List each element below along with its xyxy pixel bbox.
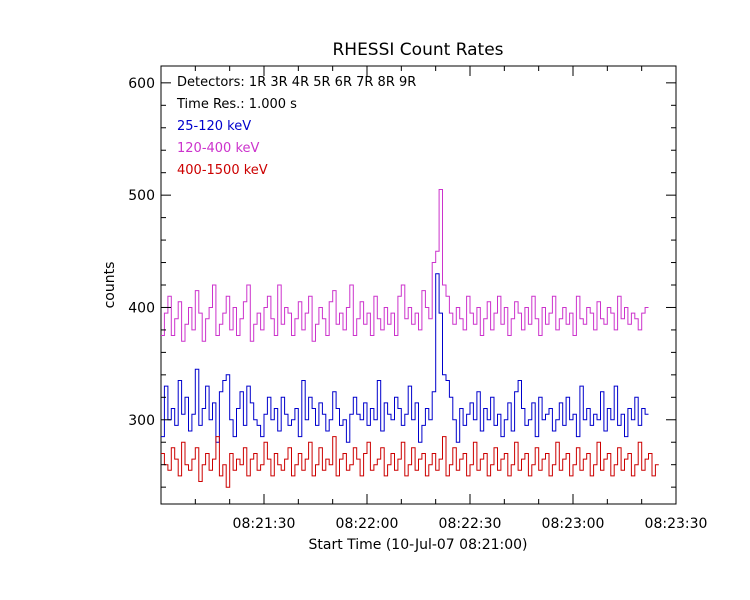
series-line-2 (161, 436, 659, 488)
x-tick-label: 08:23:30 (645, 516, 708, 532)
series-line-1 (161, 189, 649, 342)
x-tick-label: 08:21:30 (233, 516, 296, 532)
x-axis-label: Start Time (10-Jul-07 08:21:00) (308, 537, 527, 553)
x-tick-label: 08:23:00 (542, 516, 605, 532)
legend-entry-400-1500: 400-1500 keV (177, 163, 268, 178)
annotation-time-res: Time Res.: 1.000 s (176, 97, 297, 112)
y-tick-label: 300 (128, 413, 155, 429)
x-axis: 08:21:30 08:22:00 08:22:30 08:23:00 08:23:30 (194, 66, 708, 532)
x-tick-label: 08:22:30 (439, 516, 502, 532)
y-axis: 300 400 500 600 (128, 76, 676, 488)
x-tick-label: 08:22:00 (336, 516, 399, 532)
y-tick-label: 400 (128, 300, 155, 316)
y-axis-label: counts (102, 262, 118, 309)
annotation-detectors: Detectors: 1R 3R 4R 5R 6R 7R 8R 9R (177, 75, 416, 90)
legend-entry-120-400: 120-400 keV (177, 141, 260, 156)
chart-title: RHESSI Count Rates (332, 40, 503, 60)
series-line-0 (161, 273, 649, 443)
y-tick-label: 500 (128, 188, 155, 204)
series-layer (161, 189, 659, 488)
y-tick-label: 600 (128, 76, 155, 92)
legend-entry-25-120: 25-120 keV (177, 119, 251, 134)
